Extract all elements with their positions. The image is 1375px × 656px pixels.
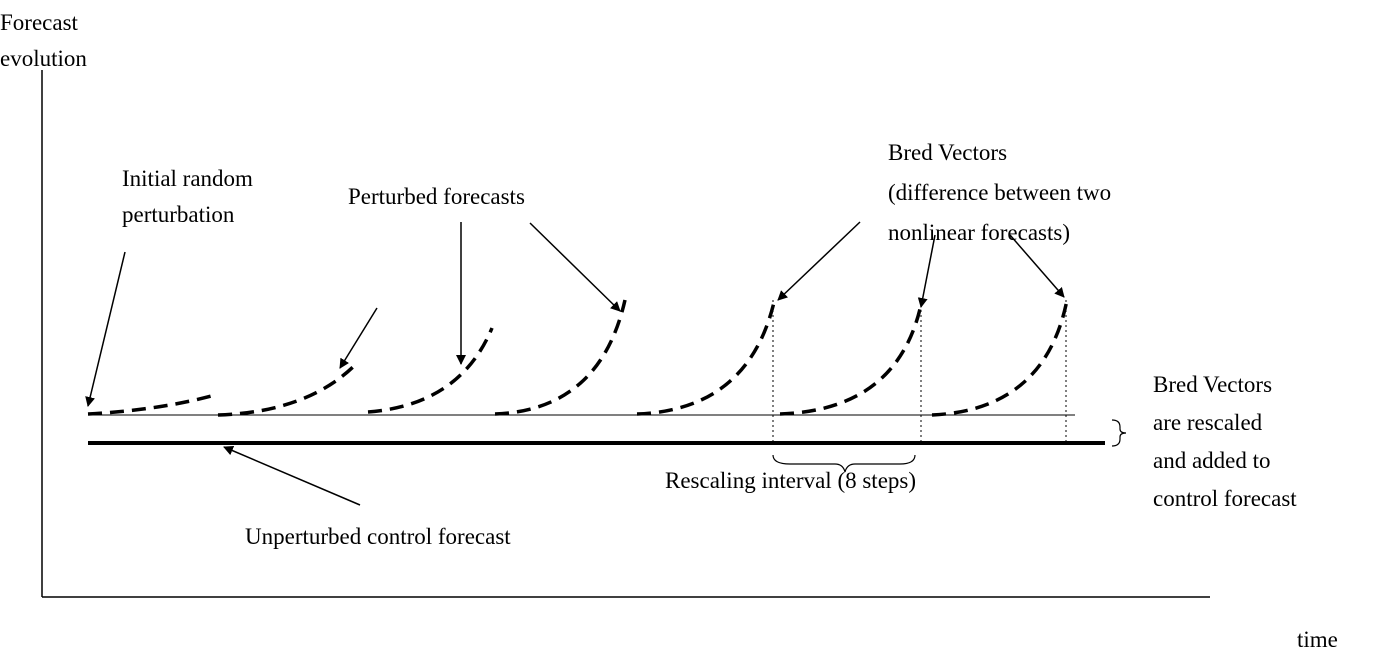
rescale-brace: [1111, 419, 1127, 447]
label: (difference between two: [888, 180, 1111, 205]
x-axis-label: time: [1297, 627, 1338, 652]
curve: [779, 299, 924, 416]
label: Bred Vectors: [888, 140, 1007, 165]
arrow: [777, 221, 861, 301]
arrow: [1009, 234, 1065, 298]
label: Initial random: [122, 166, 253, 191]
curve: [367, 327, 494, 414]
curve: [87, 393, 216, 416]
label: are rescaled: [1153, 410, 1263, 435]
label: perturbation: [122, 202, 235, 227]
label: Bred Vectors: [1153, 372, 1272, 397]
label: nonlinear forecasts): [888, 220, 1070, 245]
arrow: [529, 222, 621, 312]
arrows: [85, 221, 1065, 506]
curve: [931, 299, 1069, 417]
axes: [41, 70, 1210, 598]
interval-brace: [772, 454, 916, 473]
arrow: [85, 251, 126, 407]
perturbed-curves: [87, 297, 1069, 417]
label: control forecast: [1153, 486, 1297, 511]
arrow: [223, 445, 361, 506]
arrow: [339, 307, 378, 369]
label: Rescaling interval (8 steps): [665, 468, 916, 493]
curve: [494, 299, 627, 416]
curve: [217, 360, 360, 417]
label: Perturbed forecasts: [348, 184, 525, 209]
curve: [636, 297, 777, 416]
arrow: [917, 234, 936, 308]
y-axis-label: Forecast: [0, 10, 79, 35]
label: and added to: [1153, 448, 1271, 473]
label: Unperturbed control forecast: [245, 524, 511, 549]
y-axis-label: evolution: [0, 46, 87, 71]
dotted-verticals: [772, 300, 1067, 443]
